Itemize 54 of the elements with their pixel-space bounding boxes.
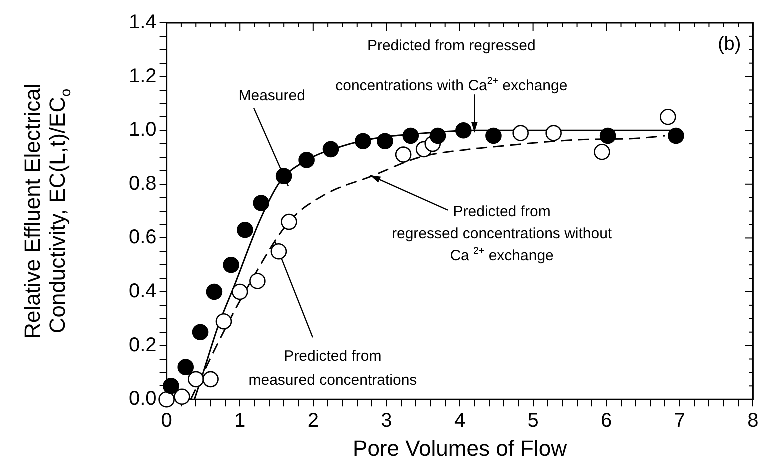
x-tick-label: 4 [454,410,466,432]
annotation: (b) [718,34,742,56]
x-axis-title: Pore Volumes of Flow [353,436,568,461]
point [402,128,420,144]
point [232,284,248,300]
point [216,313,232,330]
x-tick-label: 6 [601,410,612,432]
y-tick-label: 1.2 [128,65,157,88]
y-tick-label: 0.2 [128,334,157,356]
point [456,122,472,139]
point [660,109,676,126]
point [600,128,616,144]
point [430,128,446,144]
point [158,391,175,408]
x-tick-label: 8 [748,410,759,432]
point [206,284,223,300]
text: Measured [238,87,306,104]
x-tick-label: 2 [308,410,319,432]
point [250,273,266,290]
point [322,141,340,158]
point [395,146,412,163]
y-tick-label: 1.4 [128,12,157,34]
point [486,128,502,144]
point [281,214,298,230]
point [178,359,194,376]
series-label: Predicted from measured concentrations [248,348,418,389]
point [512,125,529,142]
point [202,371,219,388]
point [223,256,240,274]
x-tick-label: 5 [528,410,539,432]
point [174,388,190,406]
y-tick-label: 1.0 [128,119,157,142]
point [276,168,292,184]
y-tick-label: 0.8 [128,172,157,195]
y-tick-label: 0.4 [128,280,157,303]
x-tick-label: 3 [381,410,392,432]
x-tick-label: 0 [161,410,172,432]
x-tick-label: 7 [674,410,686,432]
point [355,133,372,150]
point [668,128,684,144]
y-tick-label: 0.6 [128,226,157,249]
point [546,125,562,142]
point [594,144,610,160]
point [253,195,270,212]
point [192,324,209,340]
point [377,133,394,150]
y-tick-label: 0.0 [128,388,157,410]
point [270,244,288,260]
point [237,222,254,238]
point [188,371,204,388]
x-tick-label: 1 [234,410,246,432]
text: Predicted from regressed concentrations without Ca 2+ exchange [392,203,613,264]
point [163,378,180,394]
point [298,152,315,168]
